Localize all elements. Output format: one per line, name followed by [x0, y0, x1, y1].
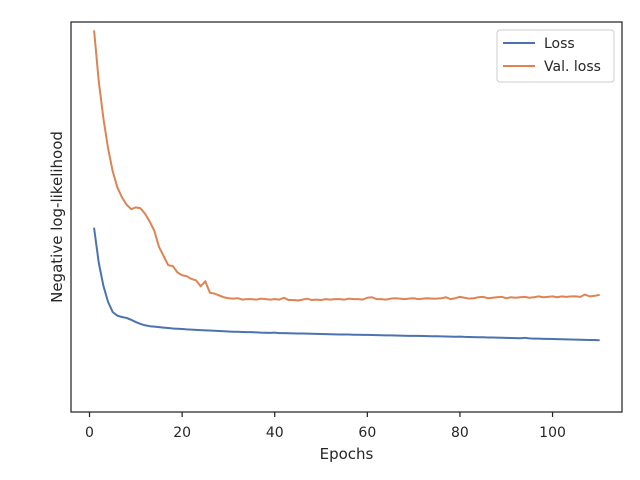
x-axis-label: Epochs	[320, 445, 374, 463]
x-tick-label: 60	[358, 425, 376, 441]
legend-label-val-loss: Val. loss	[544, 59, 601, 75]
plot-area	[70, 21, 623, 413]
x-tick-label: 40	[266, 425, 284, 441]
x-tick-label: 0	[85, 425, 94, 441]
x-tick-label: 80	[451, 425, 469, 441]
legend: Loss Val. loss	[496, 29, 615, 83]
axes-frame	[70, 21, 623, 413]
y-axis-label: Negative log-likelihood	[48, 131, 66, 303]
legend-label-loss: Loss	[544, 36, 575, 52]
x-tick-label: 20	[173, 425, 191, 441]
series-line-val-loss	[93, 30, 600, 302]
series-layer	[93, 30, 600, 342]
x-axis-ticks: 0 20 40 60 80 100	[85, 412, 566, 441]
series-line-loss	[93, 227, 600, 342]
x-tick-label: 100	[539, 425, 566, 441]
axes-background	[71, 22, 622, 412]
